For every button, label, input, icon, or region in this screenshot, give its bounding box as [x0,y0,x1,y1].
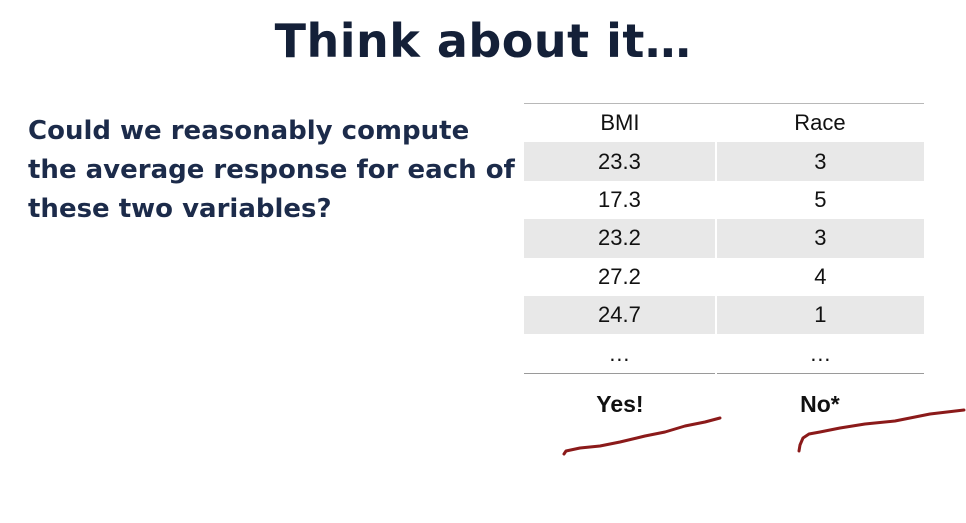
cell-bmi: 27.2 [524,257,717,296]
answer-race: No* [800,391,840,418]
table-row: 24.7 1 [524,295,924,335]
cell-race: 1 [715,295,924,335]
cell-race: 5 [814,186,827,212]
answer-bmi: Yes! [596,391,644,418]
answer-row: Yes! No* [524,373,924,436]
cell-bmi: 23.3 [524,142,717,181]
table-row: 17.3 5 [524,180,924,220]
question-text: Could we reasonably compute the average … [28,116,515,224]
cell-race: 3 [715,142,924,181]
data-table: BMI Race 23.3 3 17.3 5 23.2 3 27.2 4 24.… [524,103,924,436]
cell-race: 3 [715,219,924,258]
table-row: 27.2 4 [524,257,924,296]
header-bmi: BMI [524,103,716,143]
cell-bmi: 24.7 [524,295,717,335]
cell-race: 4 [814,263,827,289]
cell-bmi: … [524,334,717,374]
cell-bmi: 17.3 [524,180,717,220]
cell-bmi: 23.2 [524,219,717,258]
table-header-row: BMI Race [524,103,924,143]
table-row-ellipsis: … … [524,334,924,374]
table-row: 23.2 3 [524,219,924,258]
table-row: 23.3 3 [524,142,924,181]
slide-title: Think about it… [274,14,692,68]
cell-race: … [715,334,924,374]
header-race: Race [715,103,924,143]
